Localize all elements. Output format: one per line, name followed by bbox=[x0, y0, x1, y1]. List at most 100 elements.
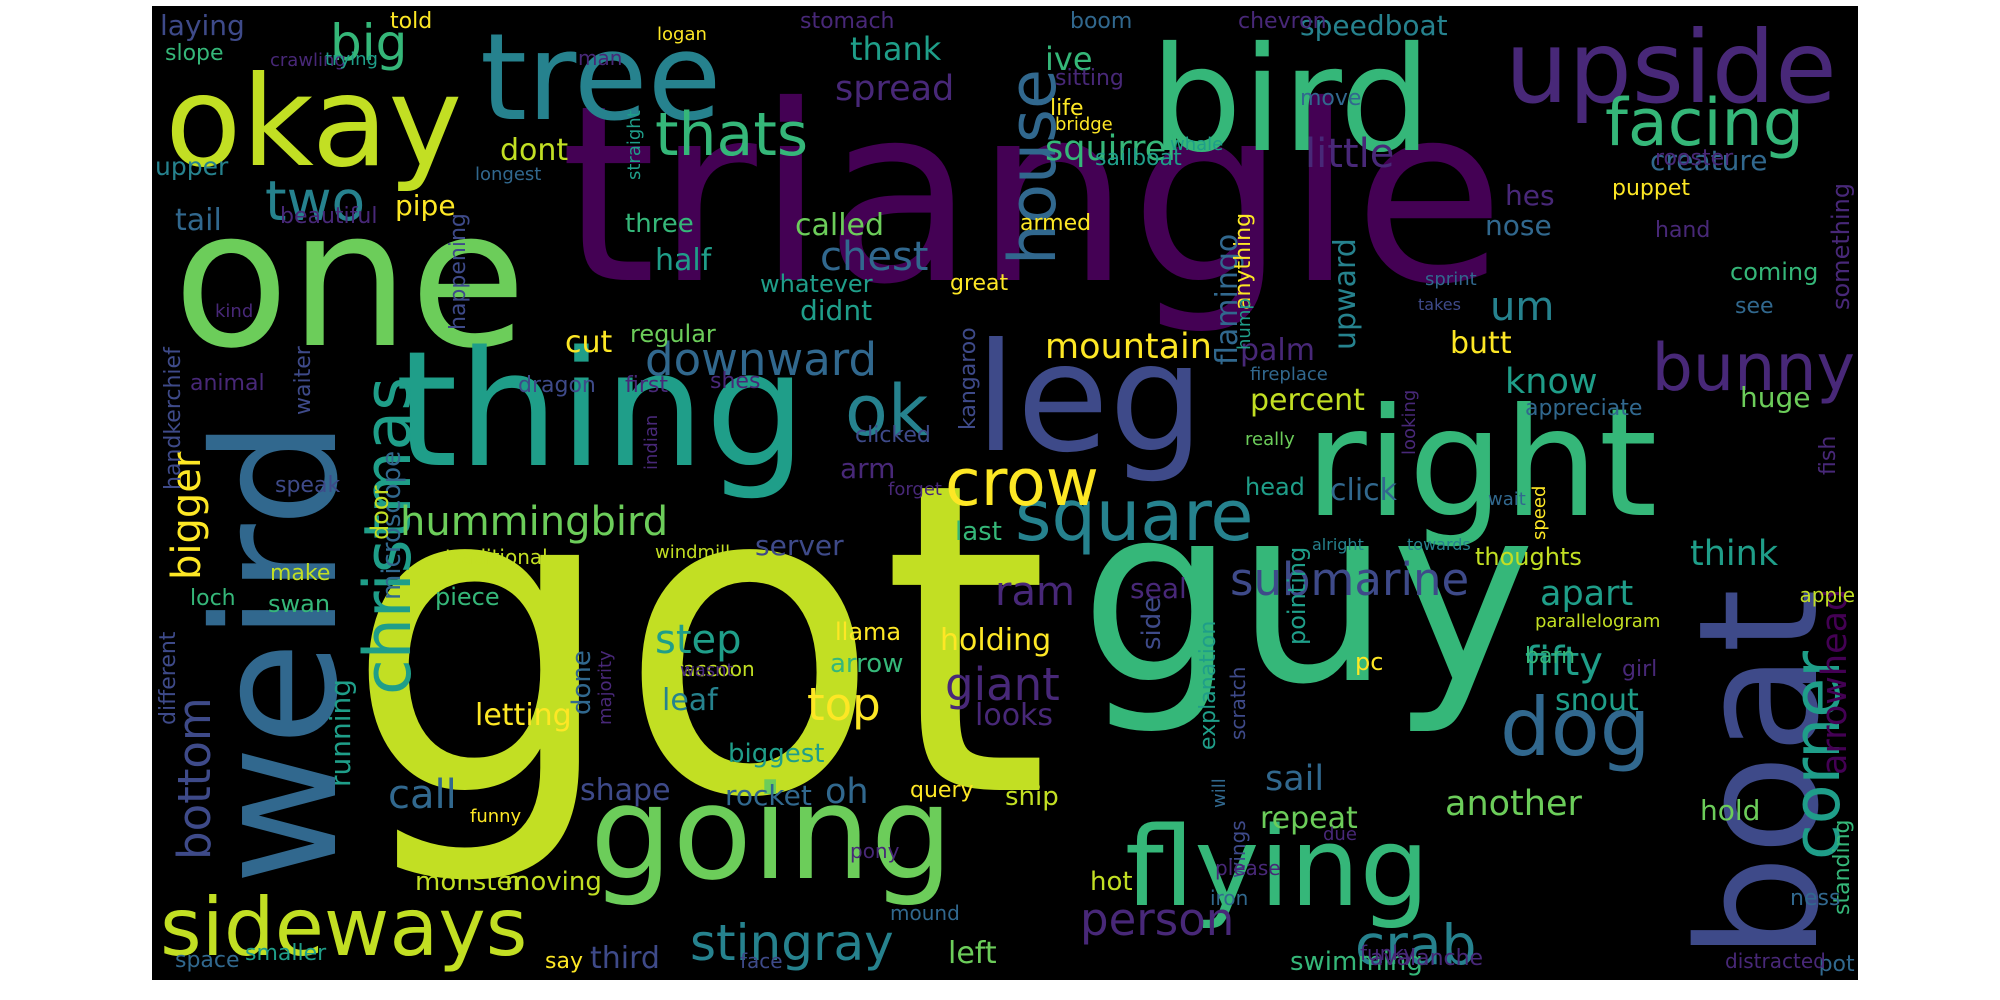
word-crawling: crawling bbox=[270, 50, 346, 71]
word-leaf: leaf bbox=[662, 683, 719, 718]
word-weird: weird bbox=[178, 419, 376, 885]
word-funky: funky bbox=[1360, 941, 1415, 965]
word-iron: iron bbox=[1210, 886, 1248, 910]
word-triangle: triangle bbox=[560, 53, 1505, 338]
word-standing: standing bbox=[1830, 820, 1855, 916]
word-percent: percent bbox=[1250, 383, 1365, 418]
word-cut: cut bbox=[565, 325, 613, 360]
word-regular: regular bbox=[630, 320, 716, 348]
word-wait: wait bbox=[1488, 489, 1526, 510]
word-rocket: rocket bbox=[725, 779, 812, 812]
word-speed: speed bbox=[1529, 486, 1550, 540]
word-longest: longest bbox=[475, 164, 541, 185]
word-butt: butt bbox=[1450, 326, 1512, 361]
word-left: left bbox=[948, 936, 997, 971]
word-running: running bbox=[324, 679, 357, 787]
word-sailboat: sailboat bbox=[1095, 146, 1182, 171]
word-okay: okay bbox=[165, 50, 462, 195]
word-half: half bbox=[655, 243, 713, 278]
word-thing: thing bbox=[395, 316, 807, 503]
word-guy: guy bbox=[1080, 453, 1536, 738]
word-upward: upward bbox=[1328, 238, 1363, 350]
word-done: done bbox=[567, 650, 597, 715]
word-ive: ive bbox=[1045, 40, 1093, 78]
word-rooster: rooster bbox=[1655, 146, 1734, 171]
word-facing: facing bbox=[1605, 86, 1804, 161]
word-hot: hot bbox=[1090, 867, 1133, 897]
word-funny: funny bbox=[470, 806, 522, 827]
word-anything: anything bbox=[1231, 213, 1256, 310]
word-different: different bbox=[156, 631, 181, 725]
word-whatever: whatever bbox=[760, 270, 873, 298]
word-microscope: microscope bbox=[377, 451, 407, 600]
word-christmas: christmas bbox=[351, 377, 426, 695]
word-squirrel: squirrel bbox=[1045, 129, 1176, 169]
word-really: really bbox=[1245, 429, 1295, 450]
word-thank: thank bbox=[850, 30, 942, 68]
word-arrowhead: arrowhead bbox=[1815, 589, 1855, 775]
word-thoughts: thoughts bbox=[1475, 543, 1582, 571]
word-apart: apart bbox=[1540, 574, 1633, 614]
word-know: know bbox=[1505, 362, 1598, 402]
word-please: please bbox=[1215, 856, 1281, 880]
word-happening: happening bbox=[446, 213, 471, 330]
word-make: make bbox=[270, 561, 330, 586]
word-kangaroo: kangaroo bbox=[956, 327, 981, 430]
word-creature: creature bbox=[1650, 144, 1768, 177]
word-ok: ok bbox=[845, 370, 929, 452]
word-palm: palm bbox=[1240, 333, 1315, 368]
word-forget: forget bbox=[888, 479, 942, 500]
word-straight: straight bbox=[624, 110, 645, 180]
word-called: called bbox=[795, 208, 884, 243]
word-bigger: bigger bbox=[164, 451, 210, 580]
word-speak: speak bbox=[275, 473, 340, 498]
word-sail: sail bbox=[1265, 759, 1324, 799]
word-armed: armed bbox=[1020, 211, 1091, 236]
word-fish: fish bbox=[1816, 436, 1841, 475]
word-slope: slope bbox=[165, 41, 224, 66]
word-raccoon: raccoon bbox=[675, 657, 755, 681]
word-leg: leg bbox=[975, 312, 1204, 486]
word-dragon: dragon bbox=[518, 373, 596, 398]
word-chevron: chevron bbox=[1238, 9, 1327, 34]
word-nose: nose bbox=[1485, 209, 1552, 242]
word-sitting: sitting bbox=[1055, 66, 1124, 91]
word-crab: crab bbox=[1355, 913, 1476, 977]
word-looking: looking bbox=[1399, 390, 1420, 455]
word-head: head bbox=[1245, 473, 1305, 501]
word-bottom: bottom bbox=[168, 697, 221, 860]
word-loch: loch bbox=[190, 586, 236, 611]
word-ness: ness bbox=[1790, 886, 1840, 911]
word-cloud-background bbox=[152, 6, 1858, 980]
word-animal: animal bbox=[190, 371, 265, 396]
word-pony: pony bbox=[850, 839, 900, 863]
word-arm: arm bbox=[840, 452, 895, 485]
word-repeat: repeat bbox=[1260, 801, 1358, 836]
word-girl: girl bbox=[1622, 657, 1657, 682]
word-step: step bbox=[655, 617, 742, 663]
word-arrow: arrow bbox=[830, 649, 903, 679]
word-towards: towards bbox=[1407, 535, 1471, 554]
word-person: person bbox=[1080, 893, 1234, 946]
word-snout: snout bbox=[1555, 683, 1639, 718]
word-stingray: stingray bbox=[690, 914, 894, 972]
word-right: right bbox=[1305, 377, 1657, 551]
word-side: side bbox=[1137, 597, 1167, 650]
word-explanation: explanation bbox=[1196, 621, 1221, 750]
word-takes: takes bbox=[1418, 295, 1461, 314]
word-piece: piece bbox=[435, 583, 500, 611]
word-moving: moving bbox=[505, 867, 602, 897]
word-oh: oh bbox=[825, 772, 869, 812]
word-got: got bbox=[345, 392, 1050, 892]
word-letting: letting bbox=[475, 698, 572, 733]
word-seal: seal bbox=[1130, 572, 1187, 605]
word-sideways: sideways bbox=[160, 881, 527, 974]
word-handkerchief: handkerchief bbox=[161, 346, 186, 490]
word-tree: tree bbox=[480, 9, 721, 148]
word-will: will bbox=[1209, 778, 1230, 808]
word-little: little bbox=[1305, 131, 1394, 177]
word-stomach: stomach bbox=[800, 9, 895, 34]
word-crow: crow bbox=[945, 446, 1099, 521]
word-wings: wings bbox=[1226, 820, 1250, 878]
